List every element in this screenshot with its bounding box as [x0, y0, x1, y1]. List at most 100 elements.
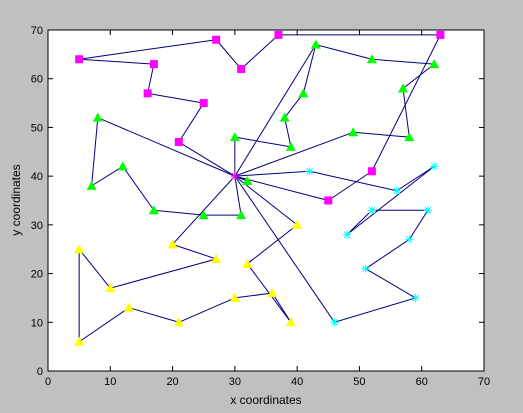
- square-marker: [274, 30, 283, 39]
- star-marker: [411, 293, 420, 302]
- triangle-marker: [229, 132, 240, 142]
- triangle-marker: [267, 288, 278, 298]
- star-marker: [367, 206, 376, 215]
- route-segment: [78, 248, 111, 289]
- triangle-marker: [298, 88, 309, 98]
- route-segment: [97, 117, 236, 177]
- triangle-marker: [242, 258, 253, 268]
- square-marker: [436, 30, 445, 39]
- route-segment: [178, 297, 236, 323]
- square-marker: [149, 60, 158, 69]
- route-segment: [365, 239, 410, 270]
- x-axis-label: x coordinates: [230, 393, 301, 407]
- triangle-marker: [198, 210, 209, 220]
- y-tick-label: 30: [31, 220, 43, 232]
- route-segment: [408, 209, 429, 240]
- star-marker: [392, 186, 401, 195]
- route-segment: [284, 93, 304, 118]
- y-tick-label: 70: [31, 25, 43, 37]
- triangle-marker: [348, 127, 359, 137]
- star-marker: [330, 318, 339, 327]
- route-segment: [328, 170, 373, 201]
- triangle-marker: [167, 239, 178, 249]
- route-segment: [365, 268, 416, 299]
- y-tick-label: 60: [31, 74, 43, 86]
- route-segment: [346, 209, 373, 235]
- square-marker: [174, 138, 183, 147]
- triangle-marker: [211, 253, 222, 263]
- route-segment: [302, 44, 317, 94]
- route-segment: [78, 307, 130, 343]
- star-marker: [342, 230, 351, 239]
- route-segment: [284, 117, 292, 148]
- triangle-marker: [236, 210, 247, 220]
- x-tick-label: 70: [478, 376, 490, 388]
- triangle-marker: [398, 83, 409, 93]
- route-segment: [110, 258, 217, 289]
- route-segment: [234, 170, 310, 177]
- route-segment: [240, 34, 279, 70]
- data-markers: [74, 30, 445, 346]
- x-tick-label: 60: [416, 376, 428, 388]
- star-marker: [305, 167, 314, 176]
- triangle-marker: [148, 205, 159, 215]
- x-tick-label: 0: [45, 376, 51, 388]
- star-marker: [430, 162, 439, 171]
- route-segment: [215, 39, 242, 70]
- route-segment: [234, 131, 354, 177]
- square-marker: [199, 99, 208, 108]
- route-segment: [153, 209, 204, 216]
- triangle-marker: [92, 112, 103, 122]
- triangle-marker: [86, 180, 97, 190]
- route-segment: [234, 136, 291, 148]
- square-marker: [367, 167, 376, 176]
- route-segment: [178, 102, 205, 143]
- route-segment: [247, 224, 298, 265]
- x-axis-ticks: 0 10 20 30 40 50 60 70: [45, 30, 490, 388]
- route-segment: [353, 131, 410, 138]
- route-segment: [315, 44, 373, 60]
- triangle-marker: [429, 59, 440, 69]
- square-marker: [237, 64, 246, 73]
- route-segment: [91, 117, 99, 186]
- route-segment: [346, 166, 435, 235]
- y-axis-label: y coordinates: [9, 164, 23, 235]
- triangle-marker: [285, 141, 296, 151]
- y-axis-ticks: 0 10 20 30 40 50 60 70: [31, 25, 484, 378]
- triangle-marker: [229, 292, 240, 302]
- route-segment: [309, 170, 397, 192]
- square-marker: [212, 35, 221, 44]
- route-segment: [234, 175, 335, 323]
- route-segment: [396, 165, 435, 192]
- triangle-marker: [74, 244, 85, 254]
- y-tick-label: 10: [31, 317, 43, 329]
- triangle-marker: [366, 54, 377, 64]
- route-segment: [402, 63, 435, 89]
- star-marker: [405, 235, 414, 244]
- triangle-marker: [310, 39, 321, 49]
- route-segment: [371, 34, 441, 172]
- y-tick-label: 0: [37, 366, 43, 378]
- route-segment: [234, 44, 317, 177]
- triangle-marker: [74, 336, 85, 346]
- route-segment: [178, 141, 236, 177]
- star-marker: [423, 206, 432, 215]
- route-segment: [334, 297, 416, 323]
- square-marker: [75, 55, 84, 64]
- route-segment: [91, 165, 124, 187]
- route-segment: [402, 88, 410, 138]
- route-segment: [147, 92, 204, 104]
- route-segment: [234, 292, 273, 299]
- route-segment: [79, 39, 217, 60]
- star-marker: [230, 172, 239, 181]
- y-tick-label: 40: [31, 171, 43, 183]
- x-tick-label: 50: [353, 376, 365, 388]
- x-tick-label: 30: [229, 376, 241, 388]
- triangle-marker: [242, 176, 253, 186]
- triangle-marker: [173, 317, 184, 327]
- x-tick-label: 40: [291, 376, 303, 388]
- triangle-marker: [279, 112, 290, 122]
- triangle-marker: [117, 161, 128, 171]
